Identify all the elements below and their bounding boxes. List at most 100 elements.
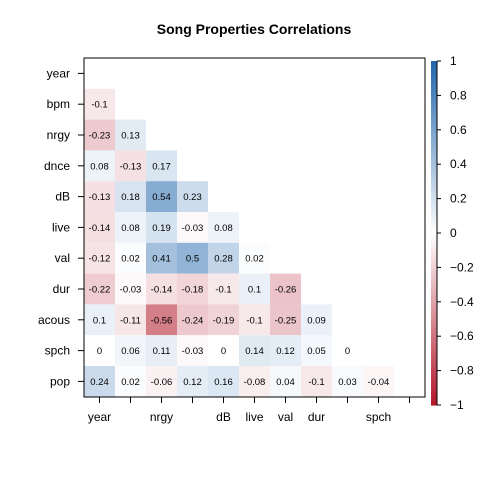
colorbar-segment — [431, 270, 437, 274]
colorbar-segment — [431, 66, 437, 71]
colorbar-segment — [431, 359, 437, 363]
colorbar-segment — [431, 376, 437, 380]
cell-value-label: -0.1 — [91, 100, 107, 111]
colorbar-segment — [431, 261, 437, 266]
cell-value-label: -0.1 — [246, 315, 262, 326]
colorbar-segment — [431, 250, 437, 254]
colorbar-segment — [431, 218, 437, 223]
cell-value-label: 0.11 — [153, 346, 171, 357]
heatmap-cell — [177, 242, 208, 274]
colorbar-segment — [431, 187, 437, 191]
colorbar-segment — [431, 321, 437, 326]
cell-value-label: -0.03 — [182, 223, 204, 234]
colorbar-segment — [431, 333, 437, 337]
heatmap-cell — [208, 304, 239, 336]
colorbar-segment — [431, 155, 437, 160]
colorbar-tick-label: −1 — [450, 398, 464, 412]
cell-value-label: -0.14 — [151, 285, 173, 296]
heatmap-cell — [301, 335, 332, 366]
colorbar-segment — [431, 212, 437, 217]
colorbar-segment — [431, 238, 437, 243]
colorbar-segment — [431, 215, 437, 220]
heatmap-cell — [84, 273, 115, 305]
colorbar-segment — [431, 247, 437, 251]
heatmap-cell — [208, 366, 239, 397]
colorbar-segment — [431, 356, 437, 360]
heatmap-cell — [208, 335, 239, 366]
heatmap-cell — [115, 273, 146, 305]
row-tick-label: dB — [55, 190, 70, 204]
colorbar-segment — [431, 281, 437, 286]
heatmap-cell — [177, 304, 208, 336]
cell-value-label: 0.05 — [307, 346, 326, 357]
cell-value-label: 0.19 — [152, 223, 171, 234]
cell-value-label: 0.16 — [214, 377, 233, 388]
colorbar-segment — [431, 221, 437, 225]
column-tick-label: spch — [366, 410, 391, 424]
colorbar-segment — [431, 350, 437, 354]
colorbar-segment — [431, 319, 437, 323]
colorbar-segment — [431, 195, 437, 200]
heatmap-cell — [84, 212, 115, 243]
colorbar-segment — [431, 192, 437, 197]
cell-labels: -0.1 -0.23 0.13 0.08 -0.13 0.17 -0.13 0.18 0.54 0… — [89, 100, 390, 388]
cell-value-label: 0 — [221, 346, 226, 357]
heatmap-cell — [270, 335, 301, 366]
cell-value-label: -0.13 — [120, 161, 142, 172]
cell-value-label: 0.08 — [121, 223, 140, 234]
heatmap-cell — [146, 150, 177, 182]
cell-value-label: 0.08 — [214, 223, 233, 234]
colorbar-segment — [431, 353, 437, 357]
colorbar-segment — [431, 304, 437, 309]
cell-value-label: 0.08 — [90, 161, 109, 172]
colorbar-segment — [431, 339, 437, 343]
heatmap-cell — [146, 366, 177, 397]
heatmap-cell — [208, 273, 239, 305]
cell-value-label: -0.1 — [308, 377, 324, 388]
row-tick-label: dur — [53, 282, 70, 296]
colorbar-segment — [431, 370, 437, 375]
heatmap-cell — [146, 273, 177, 305]
colorbar-segment — [431, 86, 437, 91]
heatmap-cell — [146, 242, 177, 274]
colorbar-segment — [431, 126, 437, 131]
cell-value-label: -0.03 — [120, 285, 142, 296]
cell-value-label: 0.54 — [152, 192, 171, 203]
colorbar-segment — [431, 235, 437, 240]
colorbar-segment — [431, 201, 437, 205]
colorbar-segment — [431, 287, 437, 291]
cell-value-label: 0.1 — [93, 315, 106, 326]
cell-value-label: 0.13 — [121, 131, 140, 142]
colorbar-segment — [431, 161, 437, 165]
colorbar-segment — [431, 390, 437, 395]
colorbar-segment — [431, 313, 437, 317]
cell-value-label: 0.04 — [276, 377, 295, 388]
cell-value-label: 0.12 — [183, 377, 202, 388]
cell-value-label: -0.13 — [89, 192, 111, 203]
heatmap-cell — [115, 335, 146, 366]
heatmap-cell — [146, 181, 177, 212]
colorbar-segment — [431, 293, 437, 297]
colorbar-segment — [431, 402, 437, 406]
cell-value-label: -0.08 — [244, 377, 266, 388]
colorbar-tick-label: 0.6 — [450, 123, 467, 137]
colorbar-segment — [431, 138, 437, 142]
colorbar-segment — [431, 190, 437, 194]
colorbar-segment — [431, 129, 437, 134]
heatmap-cell — [84, 366, 115, 397]
cell-value-label: 0.28 — [214, 254, 233, 265]
cell-value-label: 0.09 — [307, 315, 326, 326]
colorbar-segment — [431, 324, 437, 329]
colorbar-segment — [431, 255, 437, 260]
heatmap-cell — [239, 366, 270, 397]
heatmap-cell — [239, 335, 270, 366]
colorbar-segment — [431, 210, 437, 214]
row-tick-label: val — [55, 251, 70, 265]
cell-value-label: -0.19 — [213, 315, 235, 326]
cell-value-label: -0.24 — [182, 315, 204, 326]
heatmap-cell — [301, 366, 332, 397]
colorbar-segment — [431, 132, 437, 137]
heatmap-cell — [270, 366, 301, 397]
colorbar-segment — [431, 78, 437, 82]
colorbar-segment — [431, 81, 437, 85]
